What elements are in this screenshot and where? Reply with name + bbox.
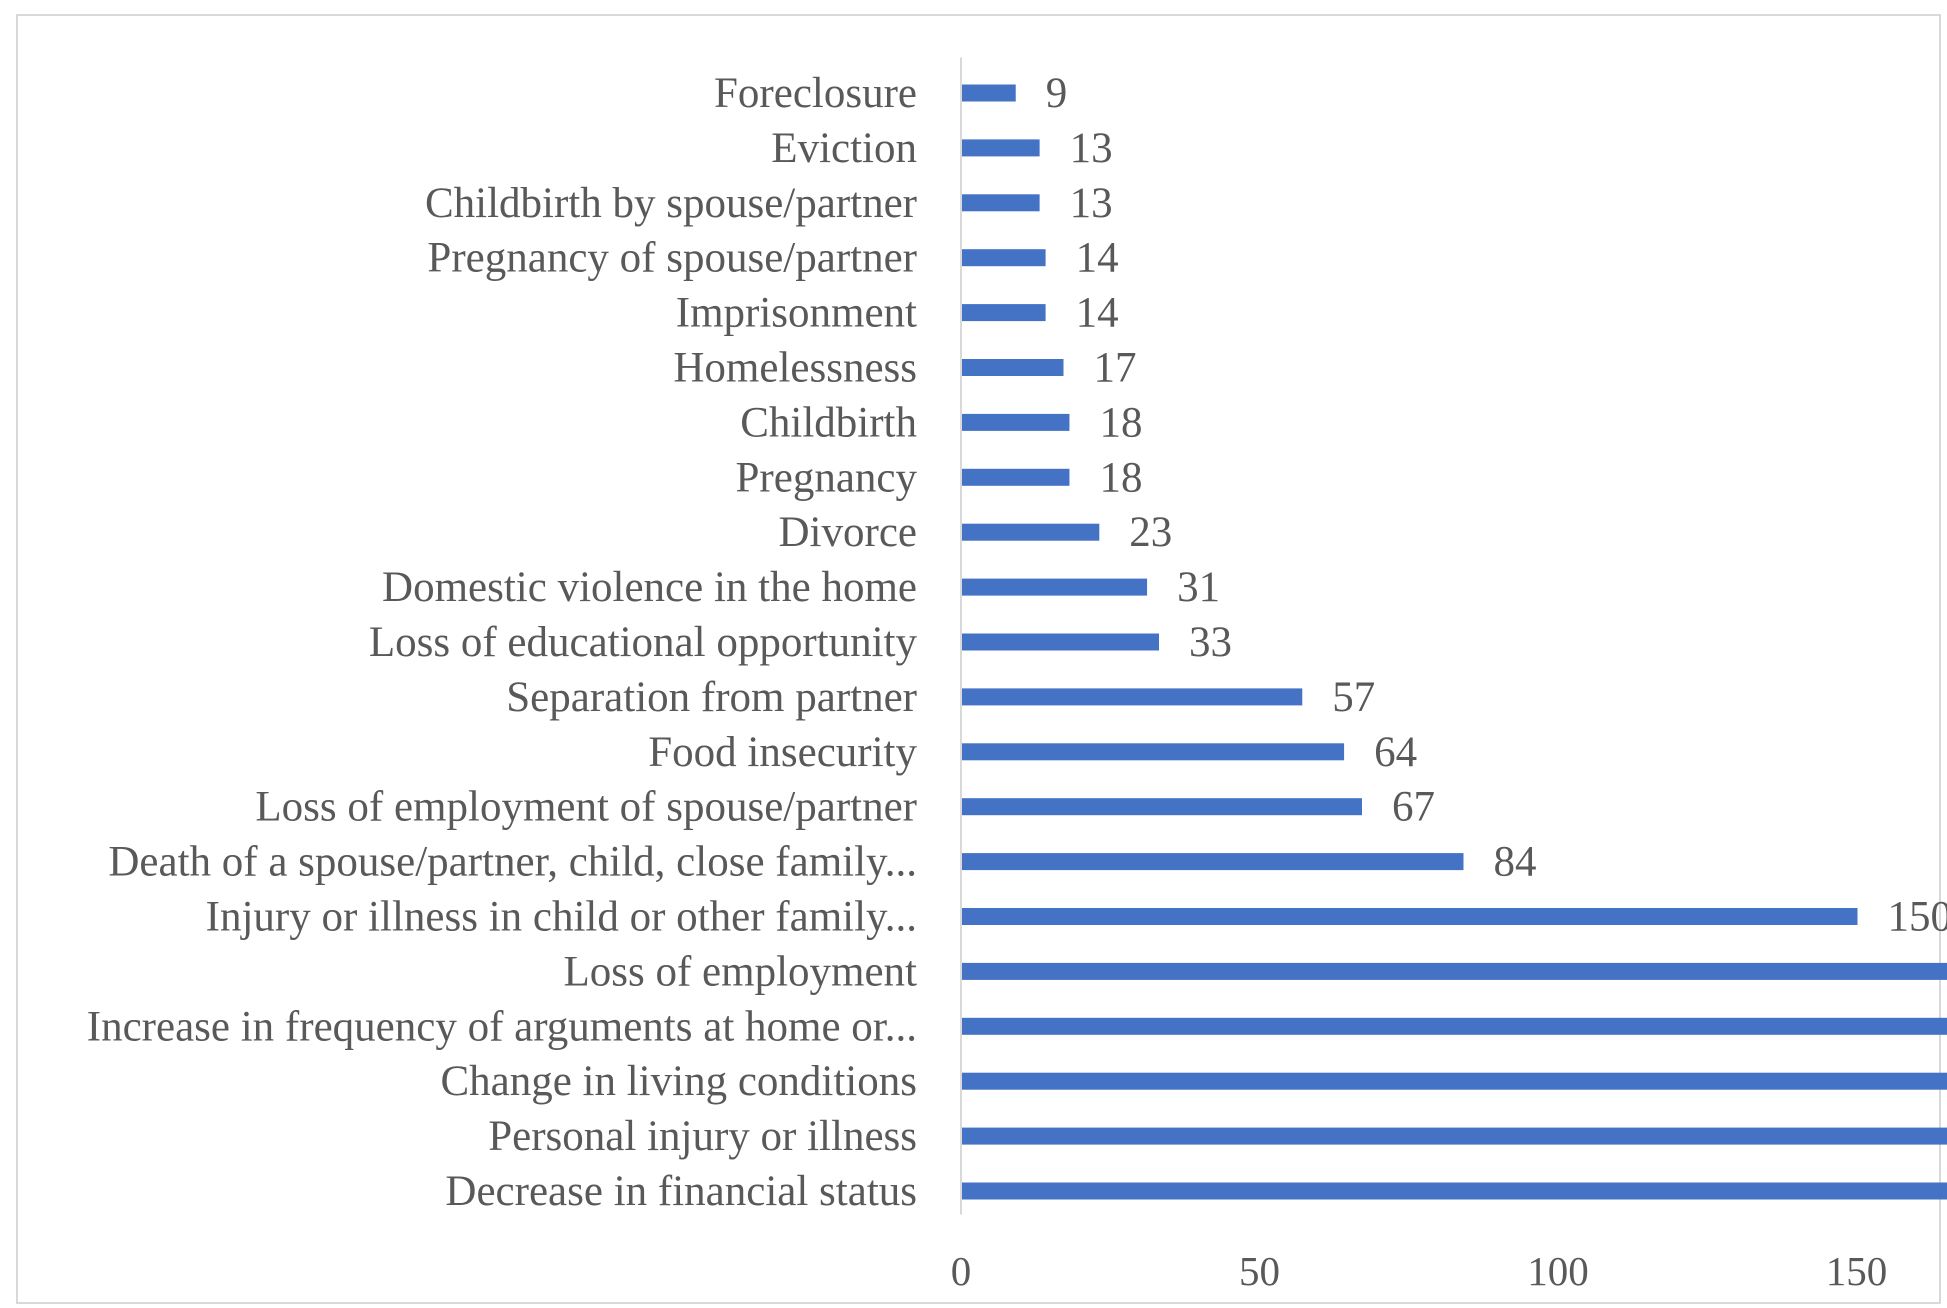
data-label: 150 [1888, 894, 1947, 941]
bar-change-in-living-conditions [962, 1072, 1947, 1090]
bar-death-of-a-spouse-partner-child-close-family [962, 853, 1464, 871]
bar-childbirth-by-spouse-partner [962, 194, 1040, 212]
category-label: Childbirth [740, 399, 917, 446]
bar-pregnancy-of-spouse-partner [962, 249, 1046, 267]
data-label: 18 [1099, 454, 1142, 501]
bar-foreclosure [962, 84, 1016, 102]
data-label: 9 [1046, 70, 1068, 117]
data-label: 13 [1070, 125, 1113, 172]
bar-loss-of-educational-opportunity [962, 633, 1160, 651]
category-label: Personal injury or illness [488, 1113, 917, 1160]
data-label: 33 [1189, 619, 1232, 666]
bar-eviction [962, 139, 1040, 157]
category-label: Homelessness [673, 345, 917, 392]
bar-food-insecurity [962, 743, 1345, 761]
data-label: 67 [1392, 784, 1435, 831]
x-tick-label: 100 [1527, 1248, 1589, 1294]
bars-layer [962, 84, 1947, 1200]
category-label: Eviction [771, 125, 917, 172]
category-label: Loss of employment [563, 948, 917, 995]
bar-personal-injury-or-illness [962, 1127, 1947, 1145]
bar-homelessness [962, 359, 1064, 376]
ticks-layer: 050100150200250300 [951, 1248, 1888, 1294]
category-label: Injury or illness in child or other fami… [206, 894, 917, 941]
bar-decrease-in-financial-status [962, 1182, 1947, 1200]
data-label: 23 [1129, 509, 1172, 556]
data-label: 14 [1076, 290, 1119, 337]
bar-domestic-violence-in-the-home [962, 578, 1148, 596]
bar-increase-in-frequency-of-arguments-at-home-or [962, 1017, 1947, 1035]
data-label: 64 [1374, 729, 1417, 776]
bar-separation-from-partner [962, 688, 1303, 706]
x-tick-label: 0 [951, 1248, 972, 1294]
category-label: Divorce [779, 509, 918, 556]
data-label: 31 [1177, 564, 1220, 611]
bar-childbirth [962, 413, 1070, 431]
category-label: Change in living conditions [440, 1058, 917, 1105]
category-label: Childbirth by spouse/partner [425, 180, 917, 227]
data-label: 84 [1493, 839, 1536, 886]
category-label: Loss of educational opportunity [369, 619, 918, 666]
category-label: Decrease in financial status [445, 1168, 917, 1215]
category-label: Separation from partner [506, 674, 917, 721]
bar-injury-or-illness-in-child-or-other-family [962, 908, 1858, 925]
labels-layer: Foreclosure 9 Eviction 13 Childbirth by spou… [87, 70, 1947, 1215]
data-label: 17 [1093, 345, 1136, 392]
category-label: Death of a spouse/partner, child, close … [108, 839, 917, 886]
category-label: Pregnancy [736, 454, 918, 501]
data-label: 18 [1099, 399, 1142, 446]
category-label: Imprisonment [676, 290, 917, 337]
bar-imprisonment [962, 304, 1046, 322]
x-tick-label: 50 [1239, 1248, 1280, 1294]
category-label: Pregnancy of spouse/partner [427, 235, 917, 282]
category-label: Loss of employment of spouse/partner [255, 784, 917, 831]
x-tick-label: 150 [1826, 1248, 1888, 1294]
category-label: Increase in frequency of arguments at ho… [87, 1003, 917, 1050]
category-label: Foreclosure [714, 70, 917, 117]
category-label: Domestic violence in the home [382, 564, 917, 611]
bar-loss-of-employment [962, 962, 1947, 980]
data-label: 57 [1332, 674, 1375, 721]
data-label: 13 [1070, 180, 1113, 227]
bar-loss-of-employment-of-spouse-partner [962, 798, 1362, 816]
category-label: Food insecurity [648, 729, 917, 776]
data-label: 14 [1076, 235, 1119, 282]
bar-pregnancy [962, 468, 1070, 486]
bar-divorce [962, 523, 1100, 541]
